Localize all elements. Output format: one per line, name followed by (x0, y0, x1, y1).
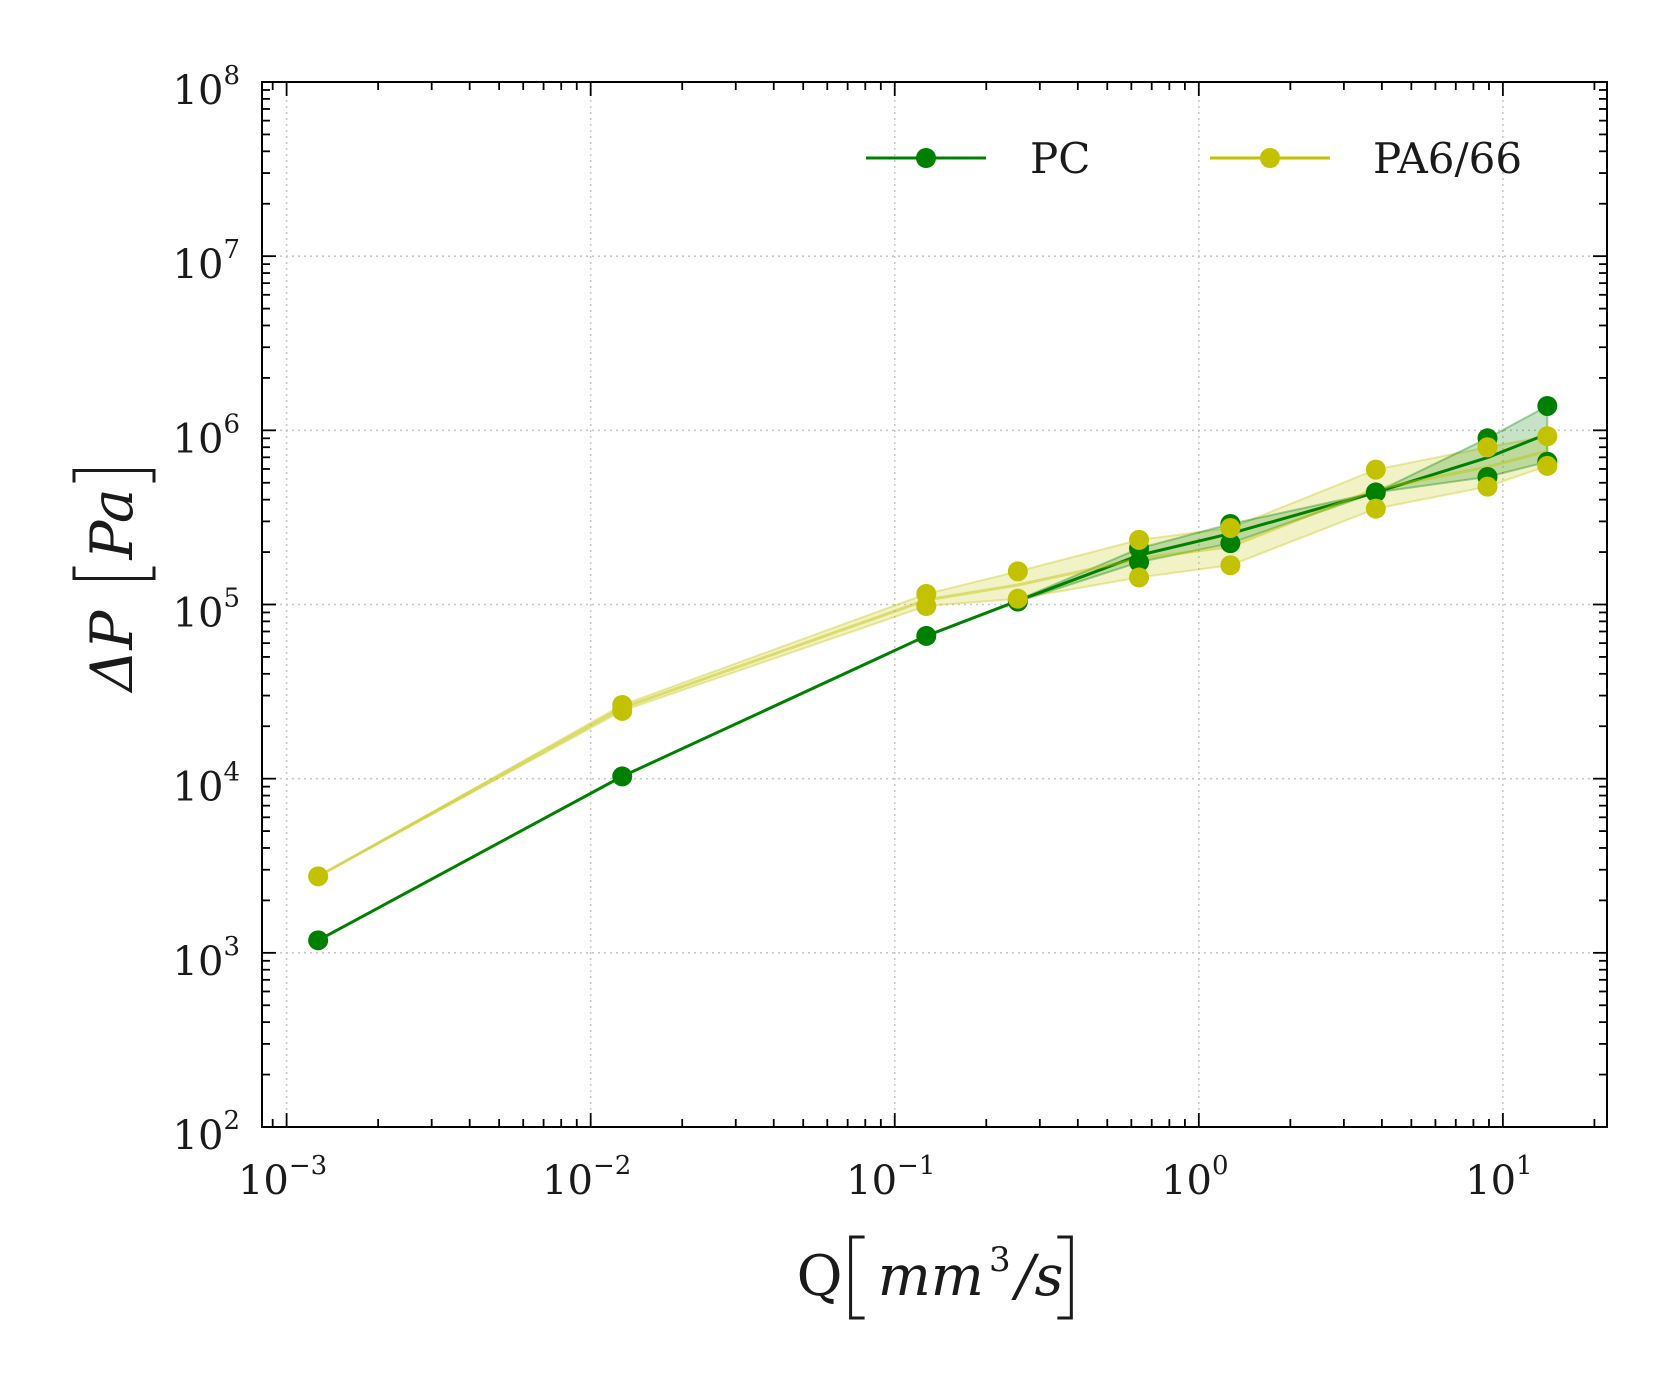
legend-marker-PC (916, 148, 936, 168)
x-tick-label: 10−2 (542, 1151, 631, 1204)
y-axis-title-unit: Pa (78, 488, 146, 560)
axis-ticks (262, 81, 1607, 1128)
x-tick-label: 101 (1465, 1151, 1532, 1204)
data-point-PA6/66 (1129, 529, 1150, 550)
x-axis-title-unit: mm (878, 1244, 984, 1309)
x-tick-label: 100 (1161, 1151, 1228, 1204)
y-tick-label: 104 (173, 758, 240, 811)
x-axis-title-unit-exp: 3 (989, 1240, 1011, 1280)
y-tick-label: 106 (173, 409, 240, 462)
data-point-PC (916, 625, 937, 646)
y-tick-label: 108 (173, 61, 240, 114)
y-tick-label: 103 (173, 932, 240, 985)
data-point-PC (1365, 482, 1386, 503)
y-tick-label: 102 (173, 1106, 240, 1159)
data-point-PA6/66 (1537, 426, 1558, 447)
data-point-PA6/66 (916, 596, 937, 617)
y-axis-title-brackets (72, 468, 156, 580)
data-point-PA6/66 (1129, 567, 1150, 588)
y-axis-title-main: ΔP (78, 610, 146, 694)
x-axis-title-main: Q (797, 1244, 843, 1309)
data-point-PA6/66 (1220, 517, 1241, 538)
y-title-bracket-left (72, 566, 156, 580)
y-tick-labels: 102 103 104 105 106 107 108 (173, 61, 240, 1159)
y-tick-label: 105 (173, 584, 240, 637)
data-point-PA6/66 (1365, 459, 1386, 480)
data-point-PC (1129, 552, 1150, 573)
series-line-PA6/66 (317, 449, 1548, 878)
x-tick-label: 10−3 (238, 1151, 327, 1204)
data-point-PA6/66 (1007, 588, 1028, 609)
series-band-PA6/66 (317, 434, 1549, 878)
data-point-PA6/66 (1365, 498, 1386, 519)
x-tick-label: 10−1 (846, 1151, 935, 1204)
legend-label-PC: PC (1030, 134, 1090, 183)
data-point-PC (1220, 533, 1241, 554)
y-tick-label: 107 (173, 235, 240, 288)
data-point-PA6/66 (1537, 455, 1558, 476)
data-point-PA6/66 (308, 866, 329, 887)
legend-marker-PA6/66 (1260, 148, 1280, 168)
x-title-bracket-right (1057, 1235, 1073, 1320)
data-point-PA6/66 (1477, 437, 1498, 458)
x-axis-title: Q mm 3 /s (797, 1240, 1064, 1309)
legend-label-PA6/66: PA6/66 (1373, 134, 1522, 183)
x-axis-title-unit-suffix: /s (1011, 1244, 1064, 1309)
data-point-PA6/66 (1220, 555, 1241, 576)
data-point-PC (308, 930, 329, 951)
data-point-PA6/66 (1007, 561, 1028, 582)
legend: PC PA6/66 (866, 134, 1522, 183)
x-title-bracket-left (849, 1235, 865, 1320)
x-tick-labels: 10−3 10−2 10−1 100 101 (238, 1151, 1533, 1204)
error-bands (317, 404, 1549, 942)
series-points (308, 395, 1558, 951)
data-point-PC (612, 766, 633, 787)
data-point-PA6/66 (1477, 476, 1498, 497)
y-axis-title: ΔP Pa (78, 488, 146, 693)
data-point-PC (1537, 395, 1558, 416)
y-title-bracket-right (72, 468, 156, 483)
x-axis-title-brackets (849, 1235, 1073, 1320)
data-point-PA6/66 (612, 700, 633, 721)
